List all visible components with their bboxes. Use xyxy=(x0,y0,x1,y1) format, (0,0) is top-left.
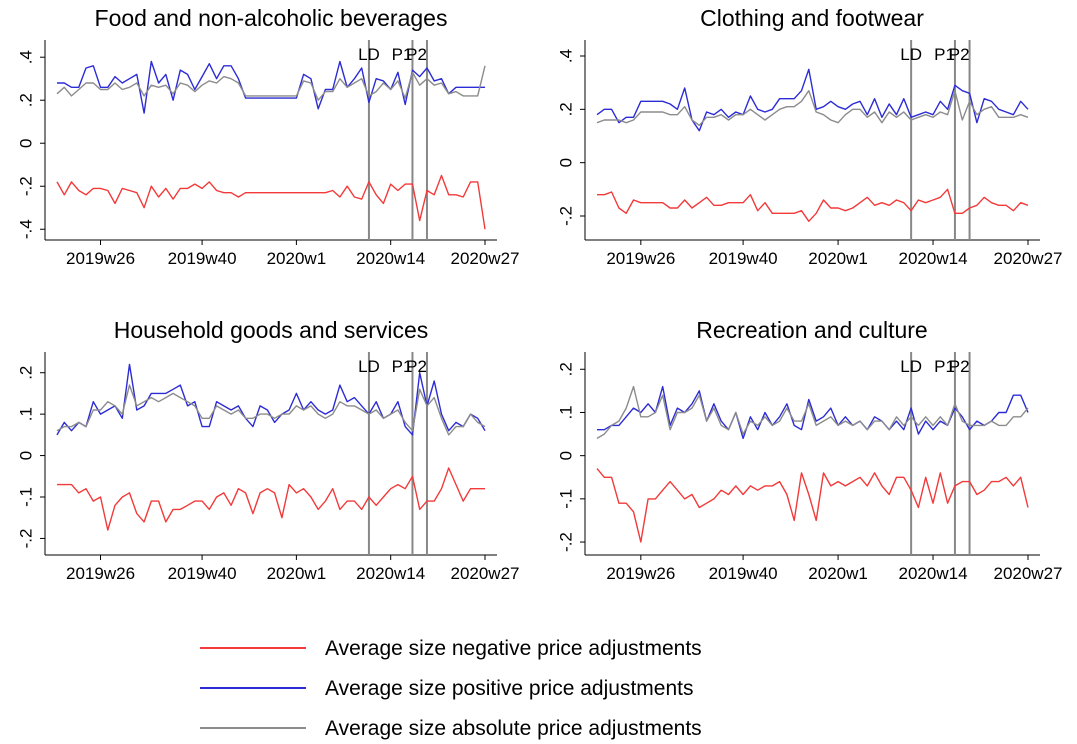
event-label: LD xyxy=(358,357,380,376)
event-label: P2 xyxy=(406,45,427,64)
x-tick-label: 2019w26 xyxy=(66,249,135,268)
x-tick-label: 2020w14 xyxy=(356,249,425,268)
panel-title: Recreation and culture xyxy=(696,317,927,343)
panel-title: Clothing and footwear xyxy=(700,5,924,31)
series-line xyxy=(596,90,1029,126)
series-line xyxy=(597,385,1029,440)
x-tick-label: 2019w40 xyxy=(709,249,778,268)
y-tick-label: .2 xyxy=(556,362,575,376)
legend-label: Average size absolute price adjustments xyxy=(325,717,702,740)
series-line xyxy=(56,363,486,436)
x-tick-label: 2019w26 xyxy=(66,564,135,583)
event-label: P1 xyxy=(392,45,413,64)
y-tick-label: .2 xyxy=(16,93,35,107)
event-label: P1 xyxy=(934,45,955,64)
y-tick-label: 0 xyxy=(556,451,575,460)
y-tick-label: -.1 xyxy=(16,487,35,507)
event-label: LD xyxy=(358,45,380,64)
x-tick-label: 2019w40 xyxy=(168,564,237,583)
y-tick-label: .4 xyxy=(16,50,35,64)
x-tick-label: 2020w1 xyxy=(808,249,868,268)
x-tick-label: 2020w27 xyxy=(993,564,1062,583)
x-tick-label: 2020w1 xyxy=(267,249,327,268)
x-tick-label: 2020w27 xyxy=(450,249,519,268)
x-tick-label: 2019w40 xyxy=(709,564,778,583)
series-line xyxy=(56,65,486,101)
y-tick-label: -.2 xyxy=(556,206,575,226)
event-label: LD xyxy=(900,45,922,64)
panel-title: Food and non-alcoholic beverages xyxy=(95,5,448,31)
y-tick-label: 0 xyxy=(16,451,35,460)
event-label: P1 xyxy=(934,357,955,376)
y-tick-label: 0 xyxy=(556,158,575,167)
legend-label: Average size negative price adjustments xyxy=(325,637,702,660)
y-tick-label: -.1 xyxy=(556,489,575,509)
x-tick-label: 2020w14 xyxy=(899,249,968,268)
event-label: P2 xyxy=(949,357,970,376)
x-tick-label: 2020w27 xyxy=(993,249,1062,268)
y-tick-label: .1 xyxy=(556,405,575,419)
x-tick-label: 2019w40 xyxy=(168,249,237,268)
series-line xyxy=(597,188,1029,222)
series-line xyxy=(56,174,486,230)
event-label: LD xyxy=(900,357,922,376)
y-tick-label: -.2 xyxy=(556,532,575,552)
y-tick-label: .1 xyxy=(16,407,35,421)
x-tick-label: 2019w26 xyxy=(606,249,675,268)
series-line xyxy=(596,385,1029,440)
y-tick-label: -.2 xyxy=(16,529,35,549)
event-label: P1 xyxy=(392,357,413,376)
x-tick-label: 2019w26 xyxy=(606,564,675,583)
panel-title: Household goods and services xyxy=(114,317,429,343)
y-tick-label: .4 xyxy=(556,49,575,63)
x-tick-label: 2020w27 xyxy=(450,564,519,583)
series-line xyxy=(57,467,485,531)
x-tick-label: 2020w1 xyxy=(267,564,327,583)
series-line xyxy=(596,68,1029,132)
y-tick-label: -.2 xyxy=(16,176,35,196)
x-tick-label: 2020w1 xyxy=(808,564,868,583)
y-tick-label: 0 xyxy=(16,138,35,147)
y-tick-label: -.4 xyxy=(16,219,35,239)
series-line xyxy=(57,60,485,114)
series-line xyxy=(56,384,486,436)
x-tick-label: 2020w14 xyxy=(356,564,425,583)
x-tick-label: 2020w14 xyxy=(899,564,968,583)
legend-label: Average size positive price adjustments xyxy=(325,677,693,700)
series-line xyxy=(596,468,1029,543)
y-tick-label: .2 xyxy=(556,102,575,116)
event-label: P2 xyxy=(949,45,970,64)
y-tick-label: .2 xyxy=(16,366,35,380)
event-label: P2 xyxy=(406,357,427,376)
